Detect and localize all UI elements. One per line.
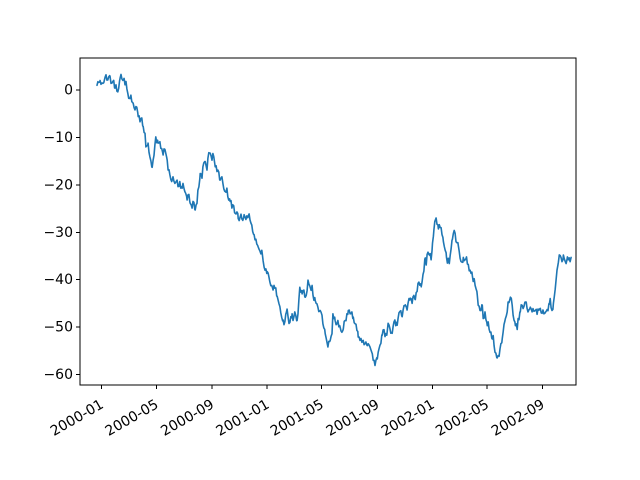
y-tick-label: −10 [43,130,73,146]
series-line [96,73,572,367]
x-tick-label: 2002-01 [379,397,438,440]
y-tick-label: 0 [64,83,73,99]
plot-border [79,57,577,386]
y-tick-label: −20 [43,177,73,193]
y-axis: 0 −10 −20 −30 −40 −50 −60 [43,83,80,383]
x-tick-label: 2000-01 [48,397,107,440]
y-tick-label: −40 [43,272,73,288]
y-tick-label: −50 [43,320,73,336]
x-tick-label: 2002-05 [433,397,492,440]
x-tick-label: 2000-05 [103,397,162,440]
x-tick-label: 2001-05 [268,397,327,440]
y-tick-label: −60 [43,367,73,383]
x-tick-label: 2001-01 [214,397,273,440]
y-tick-label: −30 [43,225,73,241]
x-tick-label: 2002-09 [489,397,548,440]
x-tick-label: 2000-09 [158,397,217,440]
x-axis: 2000-012000-052000-092001-012001-052001-… [48,385,548,440]
x-tick-label: 2001-09 [324,397,383,440]
plot-background [80,58,576,385]
